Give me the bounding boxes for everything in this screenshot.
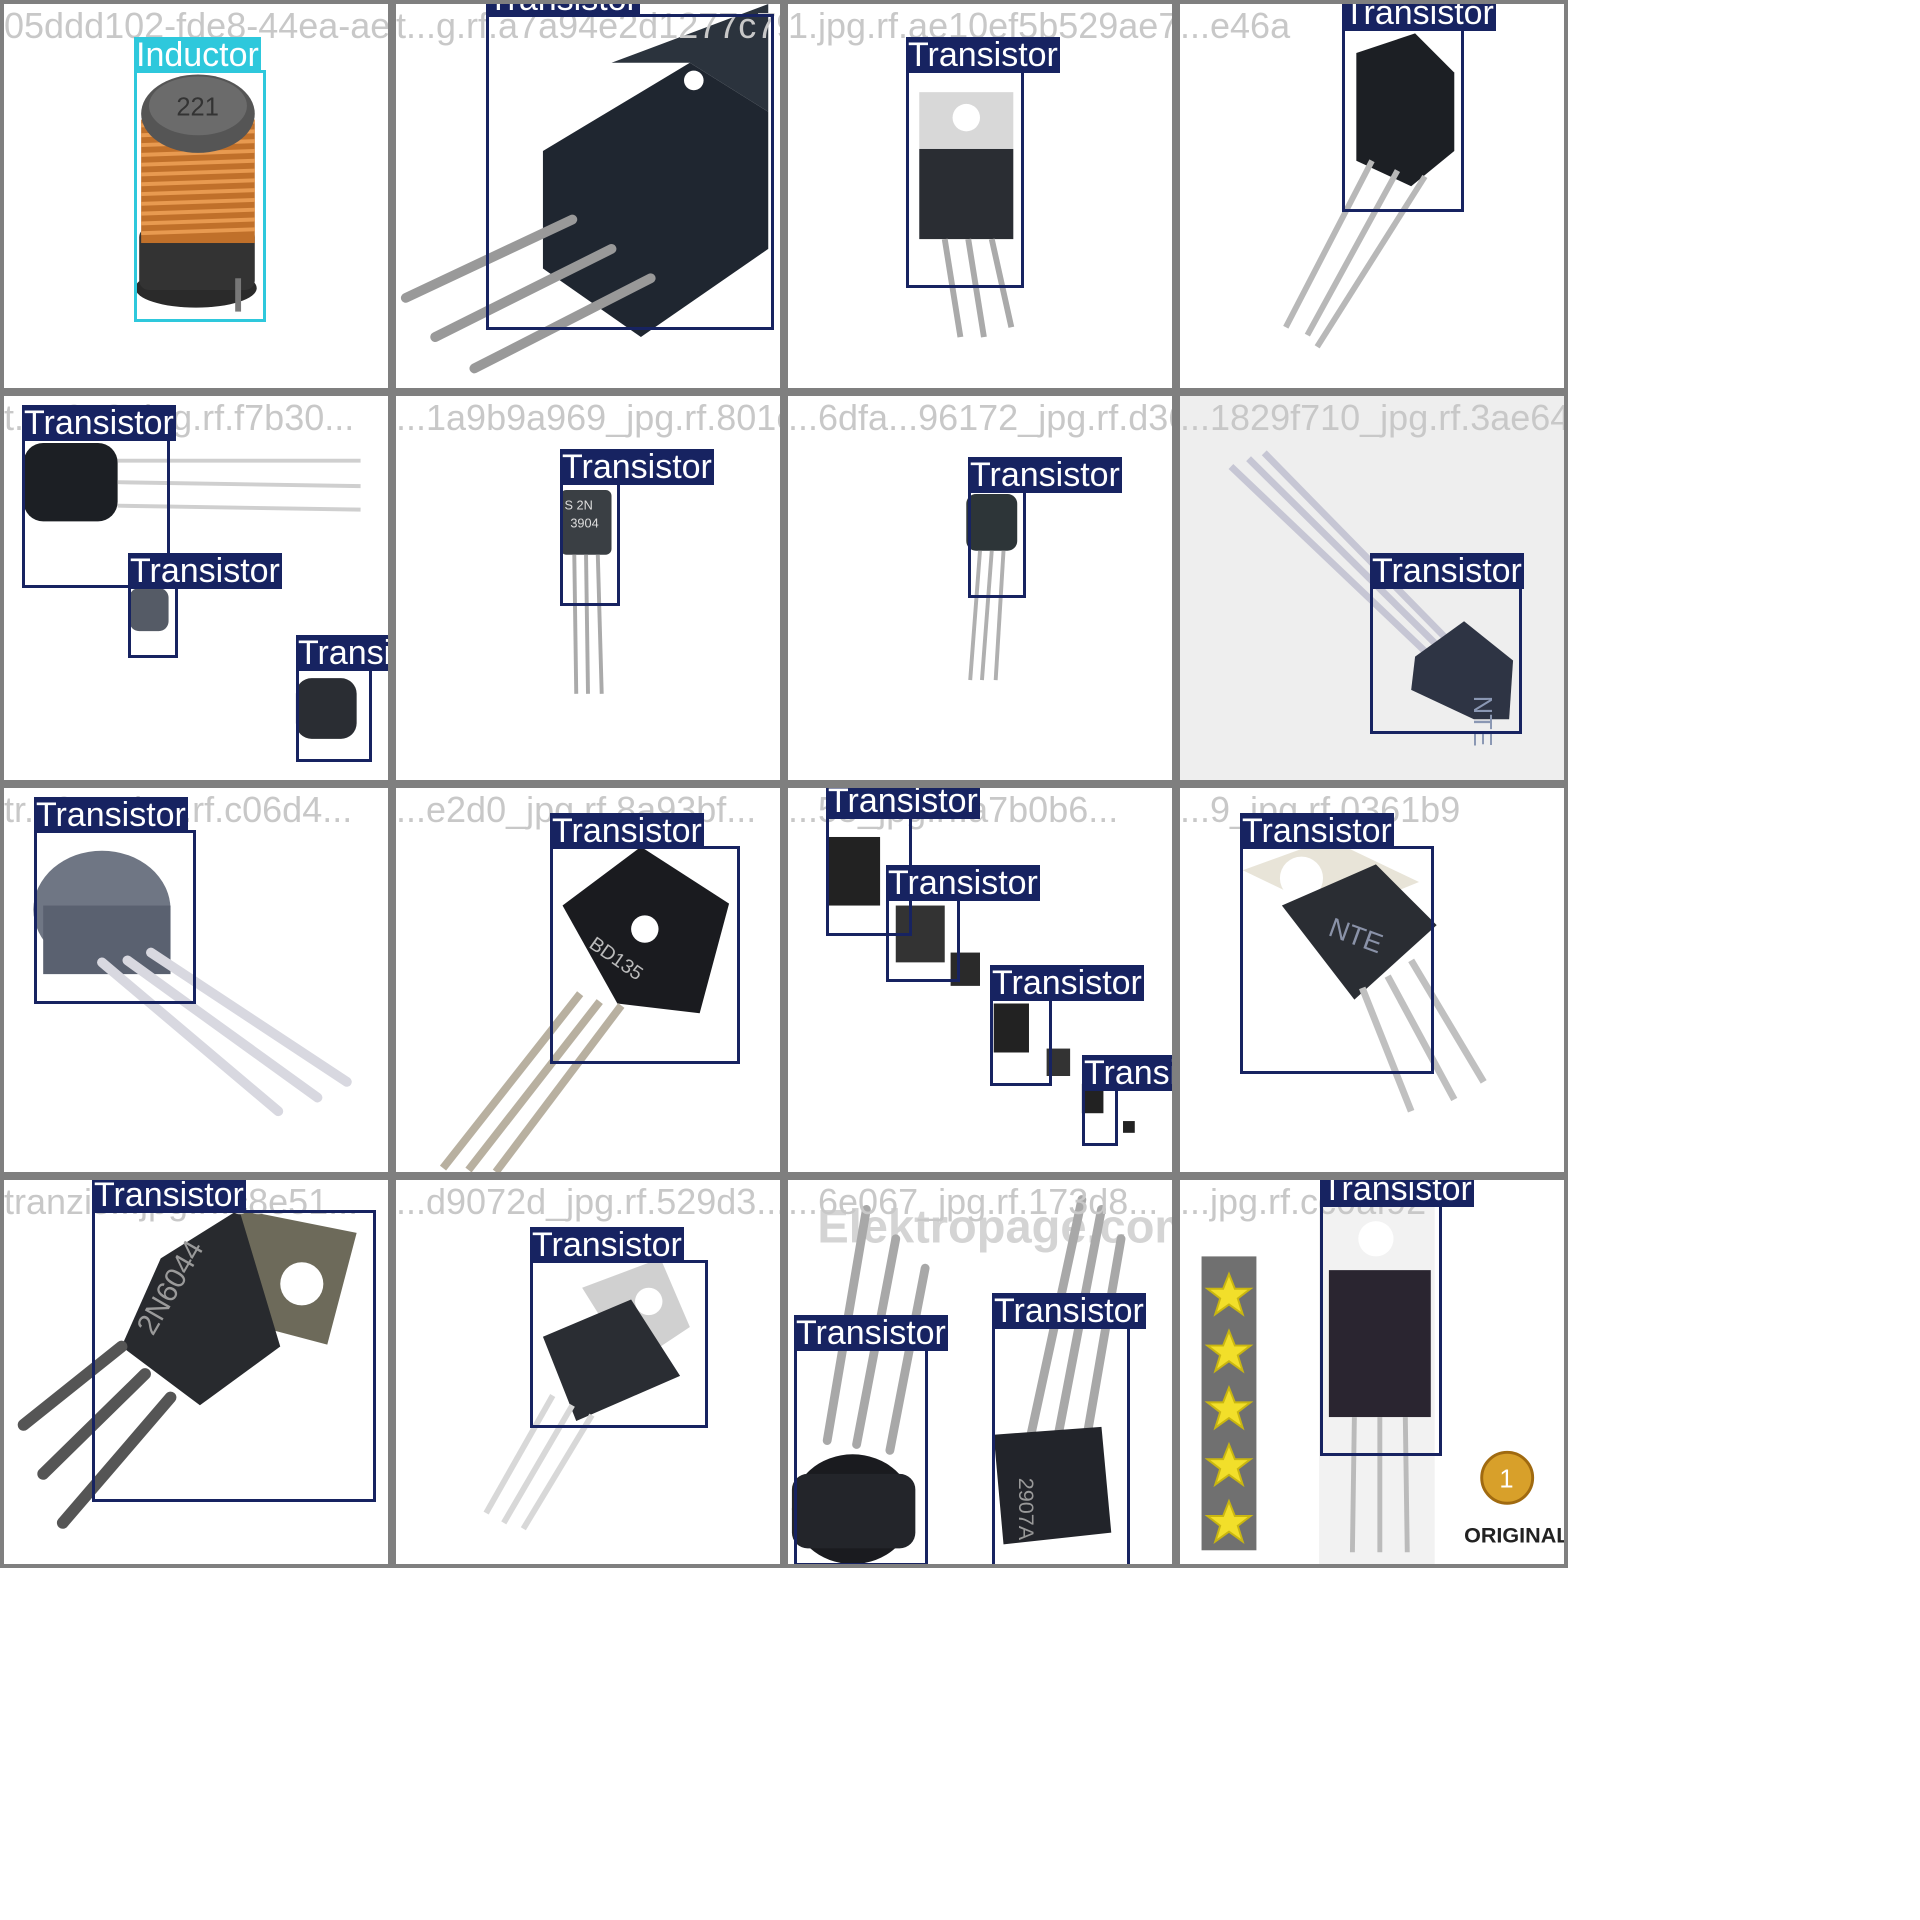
- transistor-bounding-box: Transistor: [906, 37, 1060, 288]
- component-photo: 221: [135, 74, 257, 312]
- box-label: Transistor: [1240, 812, 1394, 850]
- box-label: Transistor: [1342, 4, 1496, 31]
- image-tile: ...55_jpg.rf.a7b0b6...TransistorTransist…: [784, 784, 1176, 1176]
- box-label: Transistor: [34, 796, 188, 834]
- box-label: Inductor: [134, 36, 261, 74]
- transistor-bounding-box: Transistor: [486, 4, 774, 330]
- component-photo: [400, 4, 769, 374]
- svg-text:3904: 3904: [570, 515, 598, 530]
- image-tile: 1 ORIGINAL ...jpg.rf.cc0af92 Transistor: [1176, 1176, 1568, 1568]
- svg-text:1: 1: [1499, 1466, 1513, 1494]
- transistor-bounding-box: Transistor: [296, 635, 388, 762]
- tile-filename: ...6e067_jpg.rf.173d8...: [788, 1181, 1159, 1222]
- transistor-bounding-box: Transistor: [530, 1227, 708, 1428]
- box-label: Transistor: [990, 964, 1144, 1002]
- watermark-text: Elektropage.com: [817, 1200, 1172, 1253]
- component-photo: [1283, 33, 1455, 349]
- transistor-bounding-box: Transistor: [992, 1293, 1146, 1564]
- transistor-bounding-box: Transistor: [990, 965, 1144, 1086]
- component-photo: NTE: [1242, 838, 1487, 1113]
- component-photo: [827, 836, 1135, 1133]
- component-photo: [966, 493, 1018, 681]
- component-photo: [483, 1258, 690, 1531]
- box-label: Transistor: [296, 635, 388, 671]
- transistor-bounding-box: Transistor: [560, 449, 714, 606]
- box-label: Transistor: [550, 812, 704, 850]
- component-photo: [919, 92, 1015, 338]
- component-photo: BD135: [439, 846, 730, 1172]
- tile-filename: ...d9072d_jpg.rf.529d3...: [396, 1181, 784, 1222]
- image-tile: t...1073_jpg.rf.f7b30... Transistor Transi…: [0, 392, 392, 784]
- component-photo: [23, 443, 361, 739]
- transistor-bounding-box: Transistor: [1082, 1055, 1172, 1146]
- image-tile: 1.jpg.rf.ae10ef5b529ae7 Transistor: [784, 0, 1176, 392]
- svg-text:221: 221: [176, 94, 218, 122]
- transistor-bounding-box: Transistor: [1320, 1180, 1474, 1456]
- box-label: Transistor: [794, 1314, 948, 1352]
- svg-text:2907A: 2907A: [1014, 1478, 1039, 1541]
- image-tile: 2N6044 tranzis...jpg.rf.c8e51...Transist…: [0, 1176, 392, 1568]
- component-photo: Elektropage.com 2907A: [791, 1195, 1172, 1564]
- image-tile: 221 05ddd102-fde8-44ea-ae69-d969bisInduc…: [0, 0, 392, 392]
- tile-filename: ...e46a: [1180, 5, 1291, 46]
- box-label: Transistor: [128, 552, 282, 590]
- transistor-bounding-box: Transistor: [968, 457, 1122, 598]
- transistor-bounding-box: Transistor: [550, 813, 740, 1064]
- box-label: Transistor: [530, 1226, 684, 1264]
- inductor-bounding-box: Inductor: [134, 37, 266, 322]
- box-label: Transistor: [906, 36, 1060, 74]
- box-label: Transistor: [826, 784, 980, 820]
- image-tile: S 2N 3904 ...1a9b9a969_jpg.rf.801e1a... T…: [392, 392, 784, 784]
- image-tile: t...g.rf.a7a94e2d1277c7931Transistor: [392, 0, 784, 392]
- transistor-bounding-box: Transistor: [1342, 4, 1496, 212]
- image-tile: NTE ...1829f710_jpg.rf.3ae64 Transistor: [1176, 392, 1568, 784]
- transistor-bounding-box: Transistor: [794, 1315, 948, 1564]
- box-label: Transistor: [560, 448, 714, 486]
- image-tile: NTE ...9_jpg.rf.0361b9 Transistor: [1176, 784, 1568, 1176]
- transistor-bounding-box: Transistor: [34, 797, 196, 1004]
- svg-text:NTE: NTE: [1468, 696, 1496, 747]
- image-tile: tr...077_jpg.rf.c06d4...Transistor: [0, 784, 392, 1176]
- transistor-bounding-box: Transistor: [92, 1180, 376, 1502]
- box-label: Transistor: [992, 1292, 1146, 1330]
- transistor-bounding-box: Transistor: [886, 865, 1040, 982]
- component-photo: [33, 850, 352, 1117]
- tile-filename: ...6dfa...96172_jpg.rf.d36deb...: [788, 397, 1172, 438]
- box-label: Transistor: [1082, 1055, 1172, 1091]
- image-tile: BD135 ...e2d0_jpg.rf.8a93bf... Transistor: [392, 784, 784, 1176]
- box-label: Transistor: [22, 404, 176, 442]
- box-label: Transistor: [92, 1176, 246, 1214]
- image-tile: ...6dfa...96172_jpg.rf.d36deb... Transist…: [784, 392, 1176, 784]
- tile-filename: ...1a9b9a969_jpg.rf.801e1a...: [396, 397, 780, 438]
- component-photo: S 2N 3904: [560, 490, 612, 694]
- component-photo: 1 ORIGINAL: [1201, 1199, 1564, 1564]
- transistor-bounding-box: Transistor: [1370, 553, 1524, 734]
- box-label: Transistor: [886, 864, 1040, 902]
- image-tile: Elektropage.com 2907A ...6e067_jpg.rf.173…: [784, 1176, 1176, 1568]
- original-badge-text: ORIGINAL: [1464, 1522, 1564, 1547]
- image-tile: ...e46a Transistor: [1176, 0, 1568, 392]
- svg-text:S 2N: S 2N: [564, 498, 592, 513]
- transistor-bounding-box: Transistor: [22, 405, 176, 588]
- box-label: Transistor: [1370, 552, 1524, 590]
- tile-filename: ...1829f710_jpg.rf.3ae64: [1180, 397, 1568, 438]
- transistor-bounding-box: Transistor: [128, 553, 282, 658]
- box-label: Transistor: [968, 456, 1122, 494]
- component-photo: 2N6044: [17, 1209, 357, 1529]
- box-label: Transistor: [1320, 1180, 1474, 1207]
- transistor-bounding-box: Transistor: [1240, 813, 1434, 1074]
- box-label: Transistor: [486, 4, 640, 17]
- image-tile: ...d9072d_jpg.rf.529d3... Transistor: [392, 1176, 784, 1568]
